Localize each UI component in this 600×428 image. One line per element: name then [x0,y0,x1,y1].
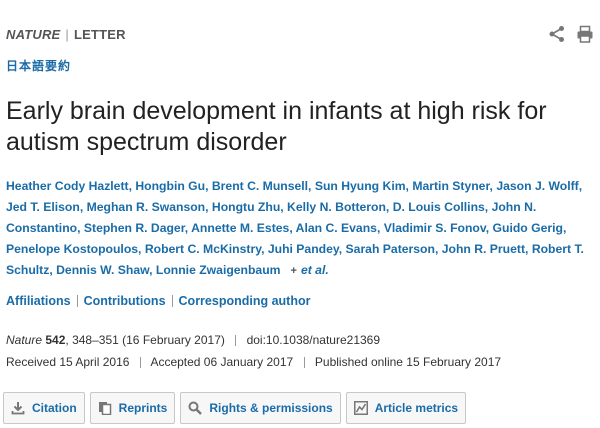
chart-icon [353,400,369,416]
citation-date: (16 February 2017) [122,333,225,347]
divider [303,357,305,369]
author-link[interactable]: Lonnie Zwaigenbaum [155,263,281,277]
author-link[interactable]: Sarah Paterson [345,242,435,256]
divider [76,295,78,307]
affiliations-link[interactable]: Affiliations [6,294,71,308]
journal-article-type: NATURE | LETTER [6,27,126,42]
accepted-date: Accepted 06 January 2017 [150,355,294,369]
reprints-label: Reprints [118,401,168,415]
corresponding-author-link[interactable]: Corresponding author [178,294,311,308]
article-metrics-button[interactable]: Article metrics [345,392,467,424]
article-tools: Citation Reprints Rights & permissions A… [3,392,467,424]
header-separator: | [65,27,69,42]
reprints-button[interactable]: Reprints [89,392,176,424]
author-link[interactable]: Martin Styner [412,179,490,193]
author-link[interactable]: John R. Pruett [441,242,526,256]
author-link[interactable]: Hongbin Gu [135,179,206,193]
author-link[interactable]: Hongtu Zhu [211,200,281,214]
author-link[interactable]: Penelope Kostopoulos [6,242,139,256]
share-print-tools [548,25,594,43]
author-link[interactable]: Guido Gerig [492,221,563,235]
received-date: Received 15 April 2016 [6,355,130,369]
author-link[interactable]: D. Louis Collins [392,200,485,214]
pages-icon [97,400,113,416]
published-date: Published online 15 February 2017 [314,355,502,369]
article-title: Early brain development in infants at hi… [6,97,547,156]
citation-button[interactable]: Citation [3,392,85,424]
author-link[interactable]: Robert T. Schultz [6,242,584,277]
doi: doi:10.1038/nature21369 [246,333,381,347]
author-link[interactable]: Sun Hyung Kim [314,179,406,193]
author-link[interactable]: Stephen R. Dager [83,221,185,235]
citation-pages: 348–351 [72,333,119,347]
rights-permissions-button[interactable]: Rights & permissions [180,392,341,424]
citation-info: Nature 542, 348–351 (16 February 2017) d… [6,333,381,347]
citation-label: Citation [32,401,77,415]
rights-label: Rights & permissions [209,401,333,415]
article-header-bar: NATURE | LETTER [6,25,594,47]
author-list: Heather Cody Hazlett, Hongbin Gu, Brent … [6,176,592,282]
divider [171,295,173,307]
metrics-label: Article metrics [374,401,459,415]
divider [235,335,237,347]
author-info-links: Affiliations Contributions Corresponding… [6,294,310,308]
contributions-link[interactable]: Contributions [83,294,166,308]
author-link[interactable]: Jason J. Wolff [496,179,579,193]
japanese-summary-link[interactable]: 日本語要約 [6,59,72,73]
expand-authors-icon[interactable]: + [290,265,297,277]
author-link[interactable]: Jed T. Elison [6,200,80,214]
author-link[interactable]: Dennis W. Shaw [56,263,150,277]
author-link[interactable]: Alan C. Evans [295,221,377,235]
author-link[interactable]: Heather Cody Hazlett [6,179,129,193]
search-icon [187,400,203,416]
citation-volume: 542 [45,333,66,347]
author-link[interactable]: Meghan R. Swanson [86,200,206,214]
et-al-link[interactable]: et al. [300,263,329,277]
author-link[interactable]: Brent C. Munsell [211,179,309,193]
authors-names: Heather Cody Hazlett, Hongbin Gu, Brent … [6,179,584,277]
print-icon[interactable] [576,25,594,43]
author-link[interactable]: Kelly N. Botteron [287,200,386,214]
share-icon[interactable] [548,25,566,43]
divider [139,357,141,369]
citation-journal: Nature [6,333,43,347]
article-type: LETTER [73,27,126,42]
journal-name: NATURE [6,27,61,42]
publication-dates: Received 15 April 2016 Accepted 06 Janua… [6,355,501,369]
author-link[interactable]: Juhi Pandey [267,242,339,256]
author-link[interactable]: Robert C. McKinstry [144,242,262,256]
author-link[interactable]: Vladimir S. Fonov [383,221,486,235]
author-link[interactable]: Annette M. Estes [191,221,290,235]
download-icon [10,400,26,416]
author-link[interactable]: John N. Constantino [6,200,537,235]
